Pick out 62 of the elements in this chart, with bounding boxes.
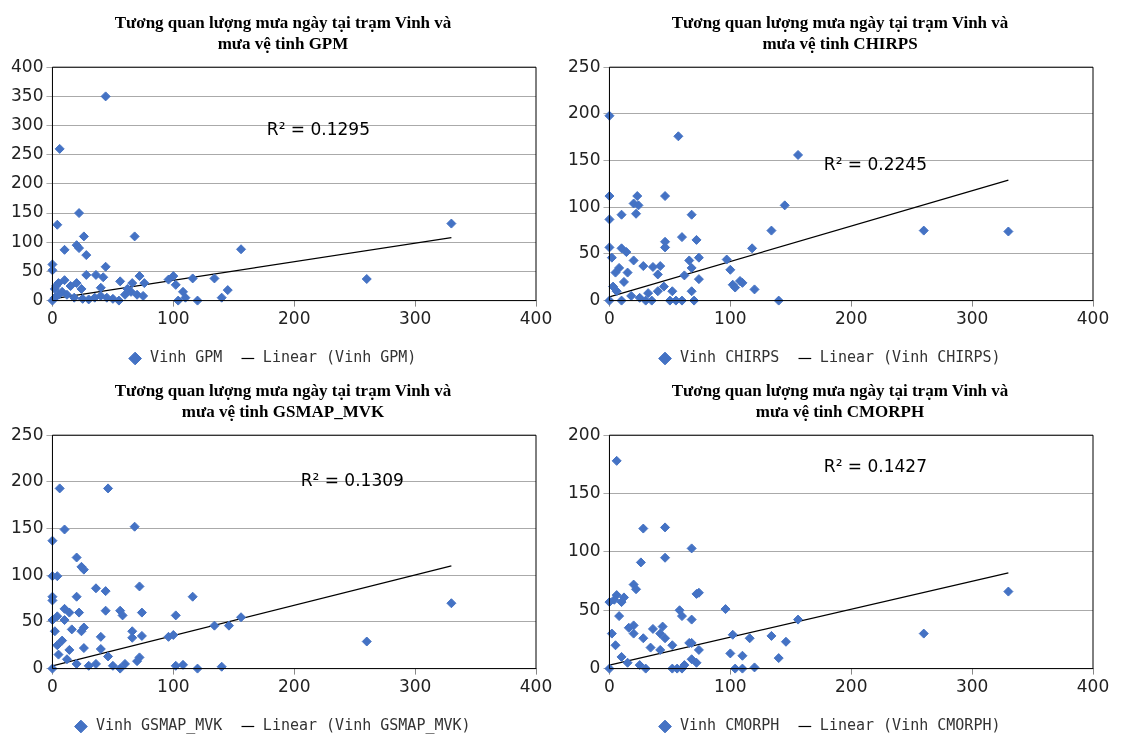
legend-label: Vinh GPM	[150, 348, 223, 367]
y-tick-label: 100	[10, 230, 44, 251]
y-tick-label: 150	[567, 148, 601, 169]
y-tick-label: 350	[10, 84, 44, 105]
y-tick-label: 100	[567, 540, 601, 561]
x-tick-label: 200	[278, 676, 311, 697]
y-tick-label: 400	[10, 55, 44, 76]
y-tick-label: 250	[10, 423, 44, 444]
y-tick-label: 150	[567, 481, 601, 502]
chart-title: Tương quan lượng mưa ngày tại trạm Vinh và mưa vệ tinh GSMAP_MVK	[113, 380, 453, 422]
x-tick-label: 300	[398, 676, 432, 697]
y-tick-label: 50	[21, 259, 44, 280]
annotation: R² = 0.1295	[266, 118, 370, 139]
chart-title: Tương quan lượng mưa ngày tại trạm Vinh và mưa vệ tinh CMORPH	[670, 380, 1010, 422]
legend-label: Linear (Vinh GPM)	[262, 348, 417, 367]
y-tick-label: 0	[32, 289, 44, 310]
x-tick-label: 400	[1076, 308, 1110, 329]
legend-label: Linear (Vinh CHIRPS)	[819, 348, 1001, 367]
x-tick-label: 200	[835, 308, 868, 329]
y-tick-label: 100	[567, 195, 601, 216]
y-tick-label: 50	[578, 242, 601, 263]
x-tick-label: 300	[955, 308, 989, 329]
legend-label: Vinh CHIRPS	[680, 348, 780, 367]
y-tick-label: 200	[10, 172, 44, 193]
annotation: R² = 0.2245	[823, 153, 927, 174]
x-tick-label: 0	[604, 676, 615, 697]
x-tick-label: 100	[714, 676, 747, 697]
x-tick-label: 400	[1076, 676, 1110, 697]
x-tick-label: 400	[519, 676, 553, 697]
y-tick-label: 150	[10, 516, 44, 537]
chart-title: Tương quan lượng mưa ngày tại trạm Vinh và mưa vệ tinh GPM	[113, 12, 453, 54]
x-tick-label: 0	[47, 676, 58, 697]
chart-title: Tương quan lượng mưa ngày tại trạm Vinh và mưa vệ tinh CHIRPS	[670, 12, 1010, 54]
y-tick-label: 50	[578, 598, 601, 619]
x-tick-label: 0	[604, 308, 615, 329]
legend-label: Linear (Vinh CMORPH)	[819, 716, 1001, 735]
y-tick-label: 200	[567, 423, 601, 444]
y-tick-label: 200	[10, 470, 44, 491]
x-tick-label: 300	[955, 676, 989, 697]
annotation: R² = 0.1309	[300, 470, 404, 491]
y-tick-label: 250	[10, 143, 44, 164]
y-tick-label: 100	[10, 563, 44, 584]
x-tick-label: 0	[47, 308, 58, 329]
x-tick-label: 200	[835, 676, 868, 697]
y-tick-label: 50	[21, 610, 44, 631]
x-tick-label: 400	[519, 308, 553, 329]
y-tick-label: 300	[10, 113, 44, 134]
x-tick-label: 300	[398, 308, 432, 329]
y-tick-label: 0	[589, 289, 601, 310]
x-tick-label: 100	[157, 676, 190, 697]
x-tick-label: 100	[714, 308, 747, 329]
legend-label: Vinh GSMAP_MVK	[95, 716, 223, 735]
y-tick-label: 0	[589, 657, 601, 678]
x-tick-label: 100	[157, 308, 190, 329]
y-tick-label: 150	[10, 201, 44, 222]
y-tick-label: 0	[32, 657, 44, 678]
annotation: R² = 0.1427	[823, 456, 927, 477]
legend-label: Linear (Vinh GSMAP_MVK)	[262, 716, 471, 735]
y-tick-label: 250	[567, 55, 601, 76]
x-tick-label: 200	[278, 308, 311, 329]
y-tick-label: 200	[567, 102, 601, 123]
legend-label: Vinh CMORPH	[680, 716, 780, 735]
